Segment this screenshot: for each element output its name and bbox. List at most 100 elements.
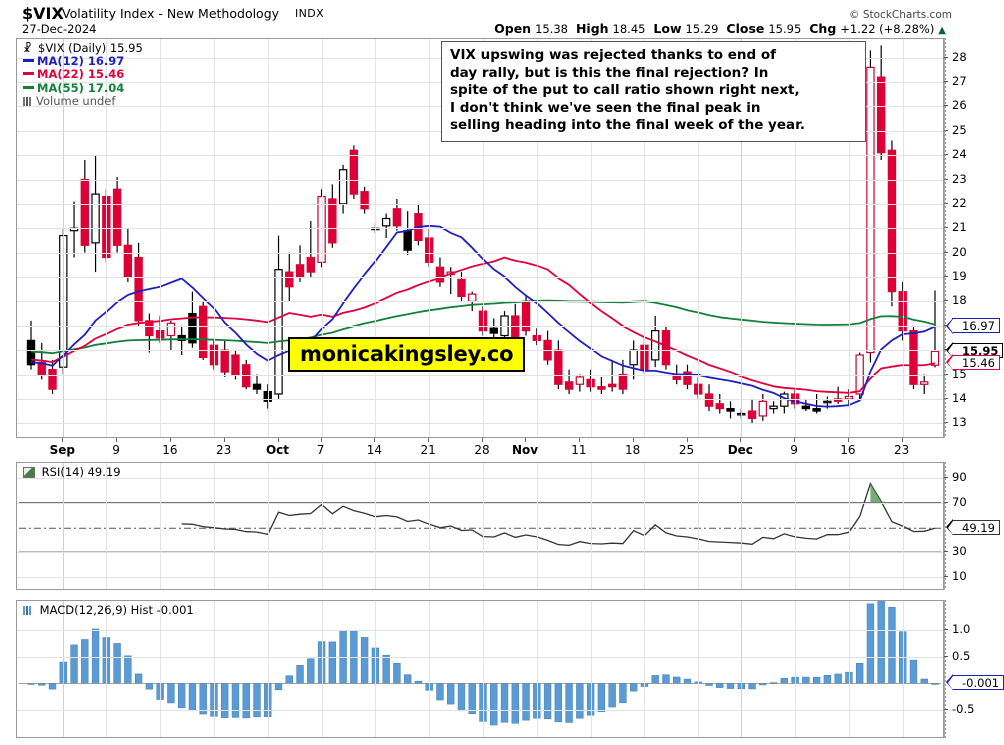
- gridline-horizontal: [17, 423, 943, 425]
- candlestick-icon: ☧: [23, 42, 32, 55]
- axis-tick: [944, 397, 948, 399]
- gridline-horizontal: [17, 203, 943, 205]
- axis-tick: [944, 709, 948, 711]
- axis-tick: [944, 56, 948, 58]
- gridline-vertical: [160, 463, 162, 589]
- close-label: Close: [726, 21, 765, 36]
- price-legend-row: ☧ $VIX (Daily) 15.95: [23, 41, 143, 55]
- axis-tick-label: -0.5: [952, 702, 975, 717]
- date-axis-tick: [223, 438, 225, 442]
- date-axis-label: 16: [840, 443, 856, 457]
- axis-minor-ticks: [945, 462, 946, 590]
- axis-tick-label: 23: [952, 171, 967, 186]
- open-value: 15.38: [535, 22, 568, 36]
- gridline-horizontal: [17, 398, 943, 400]
- rsi-y-axis: 90 70 30 10 49.19: [944, 462, 1004, 590]
- gridline-vertical: [536, 463, 538, 589]
- axis-tick-label: 25: [952, 122, 967, 137]
- price-flag: 16.97: [946, 317, 1000, 334]
- axis-tick: [944, 373, 948, 375]
- gridline-vertical: [741, 463, 743, 589]
- axis-tick: [944, 105, 948, 107]
- gridline-vertical: [741, 39, 743, 437]
- gridline-vertical: [902, 39, 904, 437]
- change-label: Chg: [809, 21, 837, 36]
- axis-tick-label: 18: [952, 293, 967, 308]
- axis-line: [944, 600, 945, 738]
- axis-line: [944, 462, 945, 590]
- axis-tick-label: 70: [952, 494, 967, 509]
- axis-tick-label: 10: [952, 568, 967, 583]
- gridline-vertical: [698, 601, 700, 737]
- date-axis-tick: [578, 438, 580, 442]
- price-legend-row: MA(12) 16.97: [23, 55, 143, 68]
- date-axis-label: 16: [162, 443, 178, 457]
- symbol-label: $VIX: [22, 4, 64, 23]
- rsi-panel: RSI(14) 49.19: [16, 462, 944, 590]
- gridline-horizontal: [17, 325, 943, 327]
- gridline-horizontal: [17, 277, 943, 278]
- date-axis-label: 9: [112, 443, 120, 457]
- rsi-legend-label: RSI(14) 49.19: [41, 465, 121, 479]
- axis-line: [944, 38, 945, 438]
- axis-tick: [944, 501, 948, 503]
- macd-plot: [19, 601, 941, 726]
- gridline-horizontal: [17, 252, 943, 254]
- date-axis-tick: [847, 438, 849, 442]
- gridline-vertical: [795, 463, 797, 589]
- gridline-vertical: [214, 39, 215, 437]
- gridline-vertical: [698, 463, 700, 589]
- gridline-horizontal: [17, 629, 943, 631]
- gridline-horizontal: [17, 155, 943, 157]
- axis-tick: [944, 154, 948, 156]
- index-name-label: Volatility Index - New Methodology: [62, 6, 280, 21]
- gridline-vertical: [902, 601, 904, 737]
- date-axis-label: Sep: [49, 443, 75, 457]
- date-axis-tick: [116, 438, 118, 442]
- high-label: High: [575, 21, 609, 36]
- axis-tick-label: 90: [952, 469, 967, 484]
- date-axis-label: 28: [474, 443, 490, 457]
- axis-tick: [944, 575, 948, 577]
- gridline-vertical: [321, 601, 323, 737]
- exchange-label: INDX: [295, 7, 325, 20]
- annotation-line: day rally, but is this the final rejecti…: [450, 64, 769, 81]
- date-axis-tick: [277, 438, 279, 442]
- gridline-vertical: [848, 601, 850, 737]
- change-value: +1.22 (+8.28%): [840, 22, 935, 36]
- high-value: 18.45: [612, 22, 646, 36]
- date-axis-tick: [169, 438, 171, 442]
- date-axis-tick: [428, 438, 430, 442]
- gridline-horizontal: [17, 656, 943, 658]
- gridline-vertical: [214, 601, 215, 737]
- axis-tick-label: 19: [952, 269, 967, 283]
- line-icon: [23, 85, 34, 89]
- date-axis-tick: [482, 438, 483, 442]
- axis-tick: [944, 251, 948, 253]
- axis-tick-label: 27: [952, 74, 967, 88]
- low-value: 15.29: [685, 22, 719, 36]
- axis-tick-label: 26: [952, 98, 967, 113]
- volume-icon: [23, 96, 33, 106]
- gridline-vertical: [214, 463, 215, 589]
- gridline-vertical: [106, 39, 108, 437]
- line-icon: [23, 72, 34, 76]
- gridline-vertical: [106, 601, 108, 737]
- date-axis-label: Oct: [265, 443, 290, 457]
- site-watermark: monicakingsley.co: [288, 337, 526, 372]
- axis-tick-label: 22: [952, 195, 967, 210]
- ohlc-quote-bar: Open 15.38 High 18.45 Low 15.29 Close 15…: [494, 21, 946, 36]
- axis-tick-label: 30: [952, 544, 967, 558]
- date-axis-label: 18: [625, 443, 641, 457]
- macd-y-axis: 1.0 0.5 -0.5 -0.001: [944, 600, 1004, 738]
- rsi-legend: RSI(14) 49.19: [23, 465, 121, 479]
- gridline-vertical: [795, 601, 797, 737]
- gridline-vertical: [644, 601, 646, 737]
- gridline-vertical: [741, 601, 743, 737]
- axis-tick-label: 1.0: [952, 621, 971, 636]
- annotation-line: VIX upswing was rejected thanks to end o…: [450, 47, 777, 63]
- price-flag: 15.46: [946, 354, 1000, 371]
- open-label: Open: [494, 21, 532, 36]
- axis-tick: [944, 324, 948, 326]
- date-axis-label: 23: [216, 443, 232, 457]
